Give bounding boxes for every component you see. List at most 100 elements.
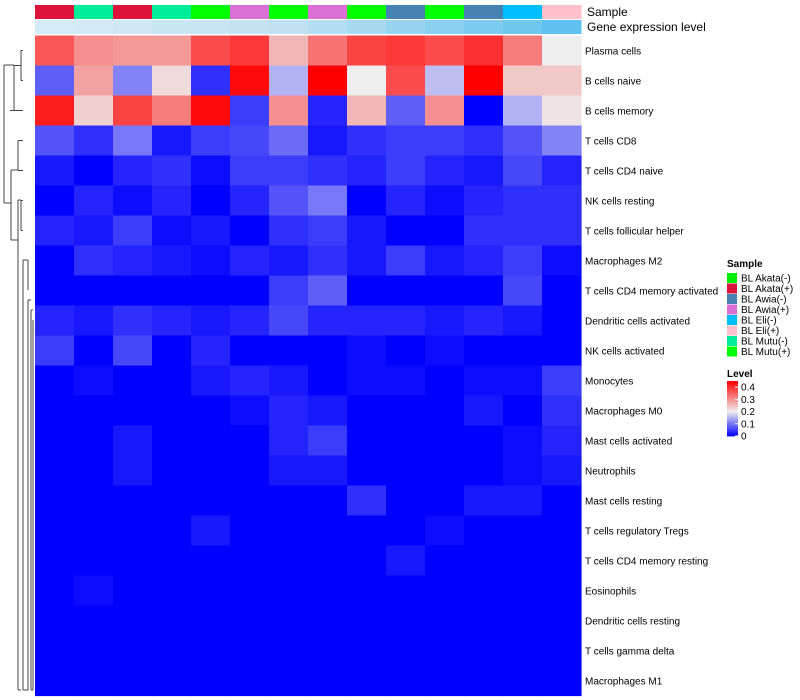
- heatmap-cell: [542, 485, 582, 517]
- heatmap-cell: [542, 95, 582, 127]
- heatmap-cell: [269, 215, 309, 247]
- heatmap-cell: [269, 95, 309, 127]
- heatmap-cell: [230, 485, 270, 517]
- heatmap-cell: [347, 425, 387, 457]
- heatmap-cell: [503, 305, 543, 337]
- heatmap-cell: [464, 605, 504, 637]
- heatmap-cell: [191, 665, 231, 697]
- heatmap-cell: [542, 365, 582, 397]
- heatmap-cell: [230, 125, 270, 157]
- heatmap-cell: [503, 545, 543, 577]
- heatmap-cell: [35, 245, 75, 277]
- heatmap-cell: [152, 245, 192, 277]
- heatmap-cell: [74, 455, 114, 487]
- heatmap-cell: [35, 665, 75, 697]
- heatmap-cell: [191, 125, 231, 157]
- heatmap-cell: [308, 515, 348, 547]
- heatmap-cell: [347, 215, 387, 247]
- sample-annotation-cell: [347, 5, 387, 19]
- heatmap-cell: [269, 635, 309, 667]
- heatmap-cell: [152, 395, 192, 427]
- heatmap-cell: [152, 35, 192, 67]
- expression-annotation-cell: [152, 20, 192, 34]
- heatmap-cell: [386, 95, 426, 127]
- colorbar-segment: [727, 397, 738, 400]
- heatmap-cell: [191, 155, 231, 187]
- expression-annotation-cell: [464, 20, 504, 34]
- expression-annotation-cell: [347, 20, 387, 34]
- heatmap-cell: [425, 665, 465, 697]
- heatmap-cell: [74, 365, 114, 397]
- heatmap-cell: [230, 515, 270, 547]
- heatmap-cell: [542, 35, 582, 67]
- heatmap-cell: [269, 245, 309, 277]
- heatmap-cell: [35, 65, 75, 97]
- row-label: T cells CD4 naive: [585, 167, 664, 178]
- sample-annotation-cell: [308, 5, 348, 19]
- expression-annotation-cell: [308, 20, 348, 34]
- heatmap-cell: [503, 515, 543, 547]
- colorbar-segment: [727, 387, 738, 390]
- heatmap-cell: [542, 515, 582, 547]
- heatmap-cell: [269, 425, 309, 457]
- heatmap-cell: [308, 545, 348, 577]
- heatmap-cell: [74, 485, 114, 517]
- heatmap-cell: [113, 65, 153, 97]
- colorbar-segment: [727, 383, 738, 386]
- heatmap-cell: [425, 245, 465, 277]
- sample-legend-title: Sample: [727, 259, 763, 270]
- legend-entry-label: BL Awia(+): [741, 305, 789, 316]
- heatmap-cell: [113, 395, 153, 427]
- row-dendrogram: [3, 50, 34, 691]
- colorbar-segment: [727, 429, 738, 431]
- sample-annotation-cell: [464, 5, 504, 19]
- heatmap-cell: [152, 635, 192, 667]
- heatmap-cell: [191, 275, 231, 307]
- row-label: T cells regulatory Tregs: [585, 527, 689, 538]
- sample-annotation-cell: [269, 5, 309, 19]
- heatmap-cell: [269, 485, 309, 517]
- heatmap-cell: [191, 305, 231, 337]
- heatmap-cell: [152, 155, 192, 187]
- heatmap-cell: [425, 515, 465, 547]
- heatmap-cell: [113, 365, 153, 397]
- expression-annotation-cell: [503, 20, 543, 34]
- heatmap-cell: [152, 605, 192, 637]
- colorbar-segment: [727, 409, 738, 412]
- heatmap-cell: [347, 125, 387, 157]
- heatmap-cell: [347, 635, 387, 667]
- colorbar-tick-label: 0.2: [741, 407, 755, 418]
- heatmap-cell: [35, 545, 75, 577]
- heatmap-cell: [269, 365, 309, 397]
- heatmap-cell: [191, 95, 231, 127]
- heatmap-cell: [113, 335, 153, 367]
- heatmap-cell: [35, 95, 75, 127]
- heatmap-cell: [503, 605, 543, 637]
- heatmap-cell: [464, 515, 504, 547]
- heatmap-cell: [191, 35, 231, 67]
- heatmap-cell: [74, 425, 114, 457]
- colorbar-segment: [727, 408, 738, 411]
- heatmap-cell: [308, 275, 348, 307]
- heatmap-cell: [347, 305, 387, 337]
- heatmap-cell: [35, 575, 75, 607]
- heatmap-cell: [35, 455, 75, 487]
- heatmap-cell: [425, 395, 465, 427]
- heatmap-cell: [542, 185, 582, 217]
- legend-swatch: [727, 283, 737, 294]
- heatmap-cell: [230, 365, 270, 397]
- heatmap-cell: [35, 425, 75, 457]
- heatmap-cell: [386, 515, 426, 547]
- heatmap-cell: [464, 155, 504, 187]
- heatmap-cell: [464, 245, 504, 277]
- heatmap-cell: [425, 545, 465, 577]
- row-label: Plasma cells: [585, 47, 641, 58]
- heatmap-cell: [503, 455, 543, 487]
- legend-entry-label: BL Akata(+): [741, 284, 793, 295]
- heatmap-cell: [230, 65, 270, 97]
- heatmap-cell: [503, 635, 543, 667]
- heatmap-cell: [347, 95, 387, 127]
- heatmap-cell: [113, 635, 153, 667]
- heatmap-cell: [386, 35, 426, 67]
